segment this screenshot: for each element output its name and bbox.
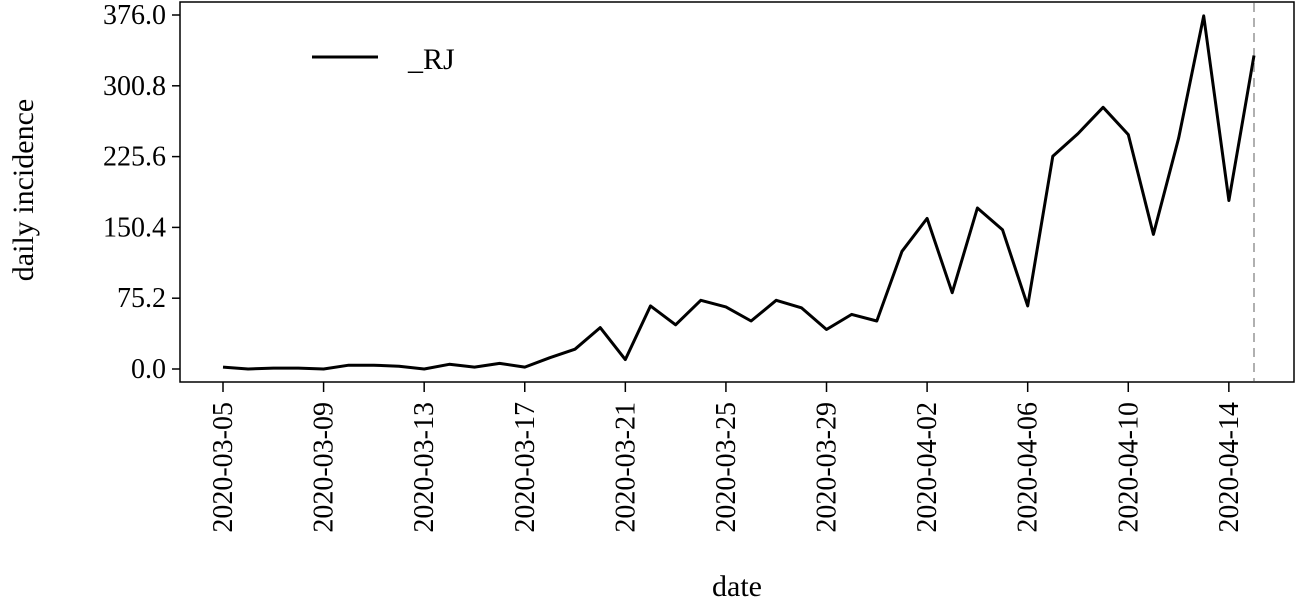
y-tick-label: 225.6: [103, 142, 166, 173]
plot-marks: [222, 3, 1256, 381]
legend: _RJ: [312, 43, 455, 76]
x-tick-label: 2020-04-06: [1013, 402, 1044, 533]
y-axis: 0.0 75.2 150.4 225.6 300.8 376.0: [103, 0, 180, 385]
y-tick-label: 75.2: [117, 283, 166, 314]
x-tick-label: 2020-04-14: [1214, 402, 1245, 533]
y-tick-label: 376.0: [103, 0, 166, 31]
x-tick-label: 2020-03-13: [409, 402, 440, 533]
x-tick-label: 2020-03-05: [208, 402, 239, 533]
x-tick-label: 2020-03-21: [610, 402, 641, 533]
x-tick-label: 2020-03-17: [510, 402, 541, 533]
x-tick-label: 2020-03-25: [711, 402, 742, 533]
x-tick-label: 2020-04-02: [912, 402, 943, 533]
series-line: [222, 14, 1256, 371]
y-axis-title: daily incidence: [7, 99, 40, 281]
plot-frame: [179, 1, 1295, 383]
y-tick-label: 0.0: [131, 354, 166, 385]
legend-label: _RJ: [407, 43, 455, 76]
y-tick-label: 150.4: [103, 212, 166, 243]
x-axis-title: date: [712, 570, 762, 600]
x-axis: 2020-03-05 2020-03-09 2020-03-13 2020-03-17…: [208, 382, 1245, 533]
y-tick-label: 300.8: [103, 71, 166, 102]
x-tick-label: 2020-03-29: [812, 402, 843, 533]
x-tick-label: 2020-03-09: [309, 402, 340, 533]
x-tick-label: 2020-04-10: [1113, 402, 1144, 533]
